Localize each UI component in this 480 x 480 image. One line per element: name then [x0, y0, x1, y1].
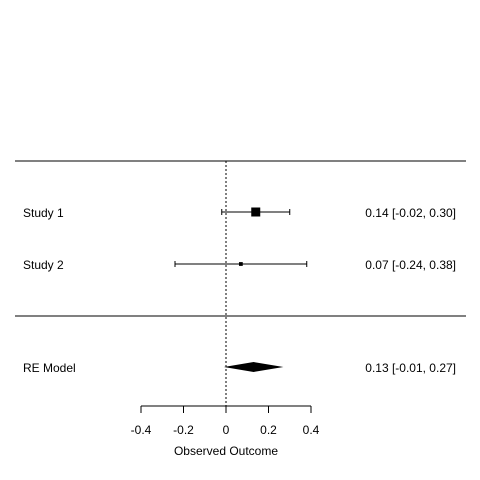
- summary-ci-text: 0.13 [-0.01, 0.27]: [365, 361, 456, 375]
- study-ci-text: 0.07 [-0.24, 0.38]: [365, 258, 456, 272]
- x-axis-label: Observed Outcome: [174, 444, 278, 458]
- study-label: Study 2: [23, 258, 64, 272]
- summary-diamond: [223, 362, 284, 372]
- study-point-square: [238, 262, 243, 266]
- study-label: Study 1: [23, 206, 64, 220]
- study-point-square: [251, 207, 261, 217]
- x-tick-label: -0.2: [173, 423, 194, 437]
- studies-group: Study 1 0.14 [-0.02, 0.30] Study 2 0.07 [-0…: [23, 206, 456, 272]
- study-ci-text: 0.14 [-0.02, 0.30]: [365, 206, 456, 220]
- x-tick-label: 0.4: [303, 423, 320, 437]
- summary-label: RE Model: [23, 361, 76, 375]
- x-tick-label: -0.4: [131, 423, 152, 437]
- x-axis: -0.4 -0.2 0 0.2 0.4: [131, 405, 320, 437]
- summary-row: RE Model 0.13 [-0.01, 0.27]: [23, 361, 456, 375]
- x-tick-label: 0.2: [260, 423, 277, 437]
- x-tick-label: 0: [223, 423, 230, 437]
